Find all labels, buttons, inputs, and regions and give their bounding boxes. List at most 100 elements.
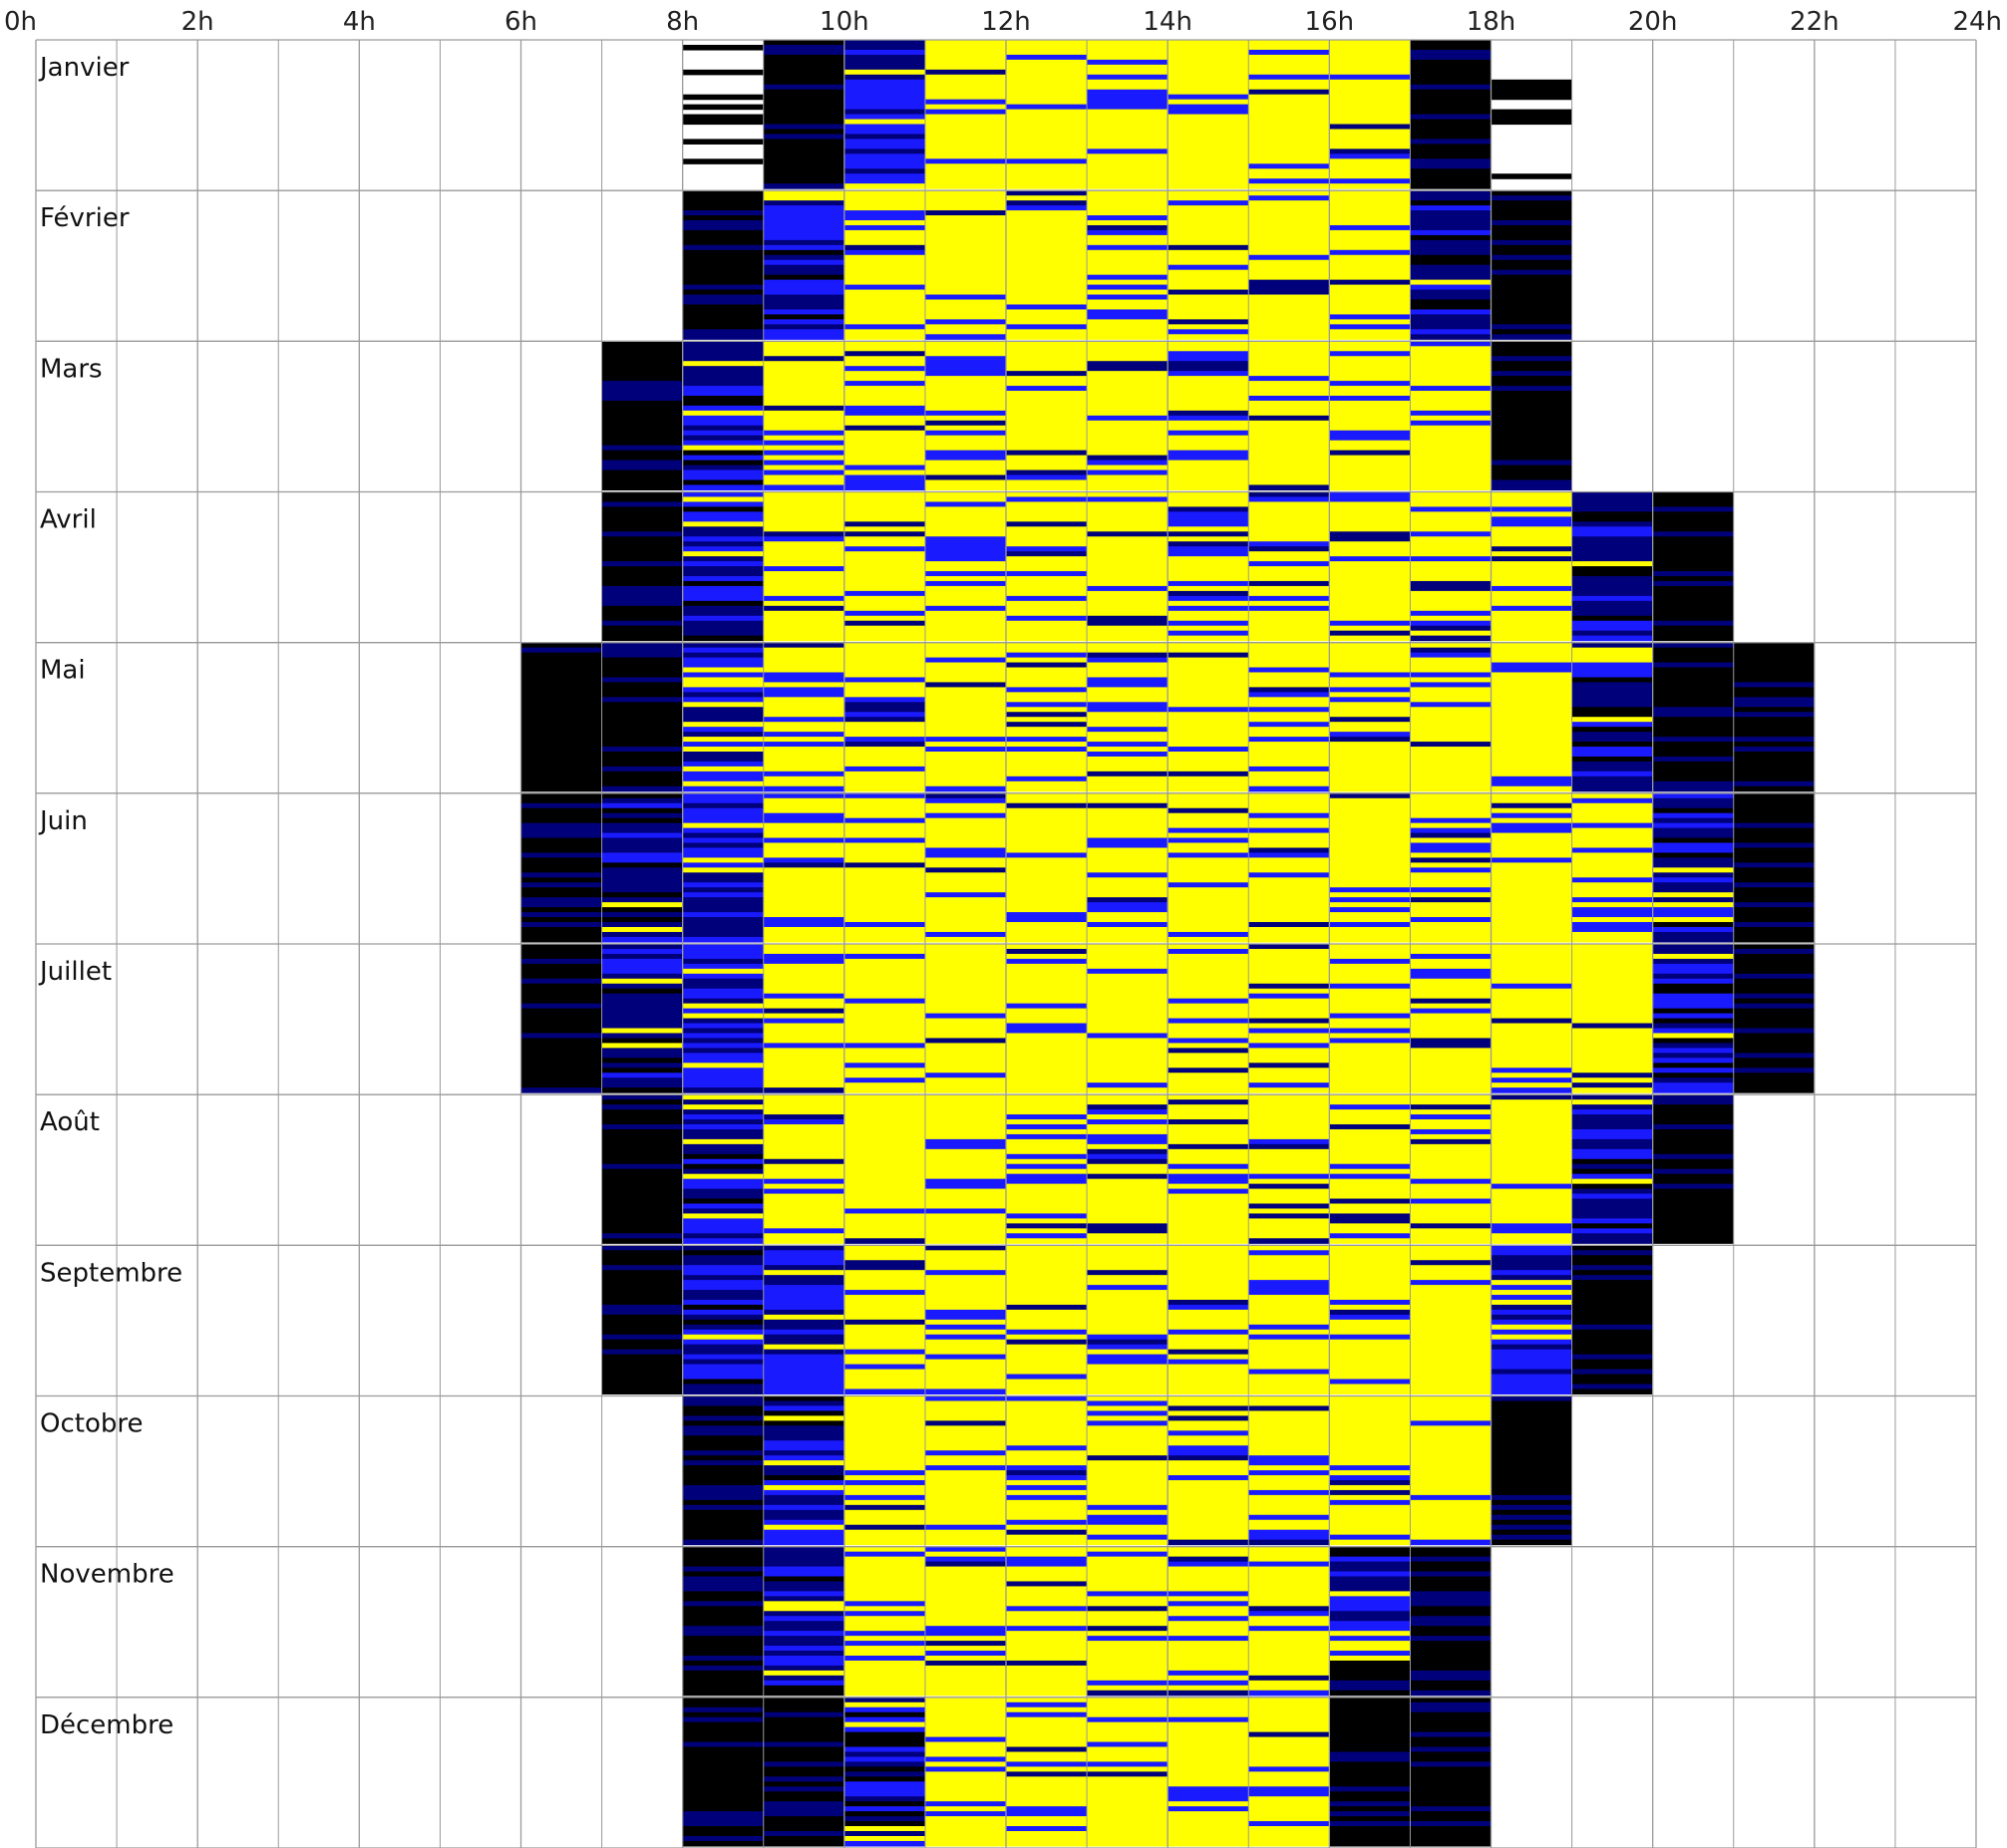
heatmap-cell	[1491, 531, 1572, 537]
heatmap-cell	[1329, 1163, 1411, 1170]
heatmap-cell	[1329, 1651, 1411, 1657]
heatmap-cell	[924, 361, 1006, 367]
heatmap-cell	[682, 1143, 764, 1150]
heatmap-cell	[843, 1384, 925, 1390]
heatmap-cell	[1248, 1685, 1330, 1692]
heatmap-cell	[601, 1314, 683, 1321]
heatmap-cell	[1248, 1218, 1330, 1224]
heatmap-cell	[1733, 780, 1815, 787]
heatmap-cell	[1087, 1721, 1169, 1728]
heatmap-cell	[1329, 1571, 1411, 1578]
heatmap-cell	[1168, 1008, 1249, 1015]
heatmap-cell	[1248, 712, 1330, 718]
heatmap-cell	[1248, 396, 1330, 402]
heatmap-cell	[924, 1420, 1006, 1426]
heatmap-cell	[763, 1460, 844, 1466]
heatmap-cell	[1087, 1228, 1169, 1234]
heatmap-cell	[843, 219, 925, 226]
heatmap-cell	[1006, 672, 1088, 679]
heatmap-cell	[1329, 1295, 1411, 1301]
heatmap-cell	[1087, 1233, 1169, 1239]
heatmap-cell	[763, 356, 844, 362]
heatmap-cell	[682, 1680, 764, 1687]
heatmap-cell	[520, 827, 602, 834]
heatmap-cell	[1733, 672, 1815, 679]
heatmap-cell	[601, 647, 683, 654]
heatmap-cell	[520, 917, 602, 923]
heatmap-cell	[1248, 1309, 1330, 1316]
x-tick-label: 22h	[1790, 7, 1840, 37]
heatmap-cell	[682, 1400, 764, 1407]
heatmap-cell	[1248, 983, 1330, 990]
heatmap-cell	[1087, 1484, 1169, 1491]
heatmap-cell	[682, 1514, 764, 1521]
heatmap-cell	[1329, 963, 1411, 970]
heatmap-cell	[763, 983, 844, 990]
heatmap-cell	[682, 324, 764, 330]
heatmap-cell	[1087, 712, 1169, 718]
heatmap-cell	[1087, 371, 1169, 377]
heatmap-cell	[1410, 1300, 1492, 1306]
heatmap-cell	[1652, 571, 1734, 577]
heatmap-cell	[1006, 922, 1088, 928]
heatmap-cell	[601, 687, 683, 693]
heatmap-cell	[1168, 615, 1249, 622]
heatmap-cell	[1006, 158, 1088, 164]
heatmap-cell	[1652, 973, 1734, 980]
heatmap-cell	[1087, 1304, 1169, 1311]
heatmap-cell	[1006, 1529, 1088, 1536]
heatmap-cell	[682, 807, 764, 814]
heatmap-cell	[1491, 94, 1572, 101]
heatmap-cell	[1087, 993, 1169, 1000]
heatmap-cell	[601, 366, 683, 372]
heatmap-cell	[1087, 210, 1169, 216]
heatmap-cell	[1006, 460, 1088, 466]
heatmap-cell	[520, 944, 602, 950]
heatmap-cell	[763, 600, 844, 607]
heatmap-cell	[1329, 1606, 1411, 1612]
heatmap-cell	[682, 249, 764, 256]
heatmap-cell	[682, 857, 764, 864]
heatmap-cell	[763, 742, 844, 748]
heatmap-cell	[843, 516, 925, 522]
heatmap-cell	[924, 1529, 1006, 1536]
heatmap-cell	[601, 807, 683, 814]
heatmap-cell	[1248, 279, 1330, 286]
heatmap-cell	[1168, 912, 1249, 918]
heatmap-cell	[1410, 1494, 1492, 1501]
heatmap-cell	[924, 807, 1006, 814]
heatmap-cell	[843, 585, 925, 592]
heatmap-cell	[1491, 1233, 1572, 1239]
heatmap-cell	[1248, 1245, 1330, 1251]
heatmap-cell	[843, 852, 925, 859]
heatmap-cell	[1006, 215, 1088, 221]
heatmap-cell	[924, 1128, 1006, 1135]
heatmap-cell	[763, 405, 844, 412]
heatmap-cell	[1087, 1821, 1169, 1827]
heatmap-cell	[520, 837, 602, 844]
heatmap-cell	[1168, 687, 1249, 693]
heatmap-cell	[682, 460, 764, 466]
heatmap-cell	[1168, 309, 1249, 316]
heatmap-cell	[924, 154, 1006, 159]
heatmap-cell	[1087, 1811, 1169, 1817]
heatmap-cell	[1491, 346, 1572, 352]
heatmap-cell	[924, 1028, 1006, 1035]
heatmap-cell	[763, 254, 844, 261]
heatmap-cell	[1410, 1641, 1492, 1647]
heatmap-cell	[1248, 1465, 1330, 1471]
heatmap-cell	[843, 1379, 925, 1386]
heatmap-cell	[601, 531, 683, 537]
heatmap-cell	[601, 346, 683, 352]
heatmap-cell	[843, 1586, 925, 1592]
heatmap-cell	[924, 1766, 1006, 1772]
heatmap-cell	[924, 652, 1006, 659]
heatmap-cell	[1006, 657, 1088, 664]
heatmap-cell	[1006, 1420, 1088, 1426]
heatmap-cell	[601, 1018, 683, 1025]
heatmap-cell	[1168, 314, 1249, 320]
heatmap-cell	[1006, 1591, 1088, 1597]
heatmap-cell	[682, 205, 764, 211]
heatmap-cell	[1168, 410, 1249, 417]
heatmap-cell	[924, 64, 1006, 71]
